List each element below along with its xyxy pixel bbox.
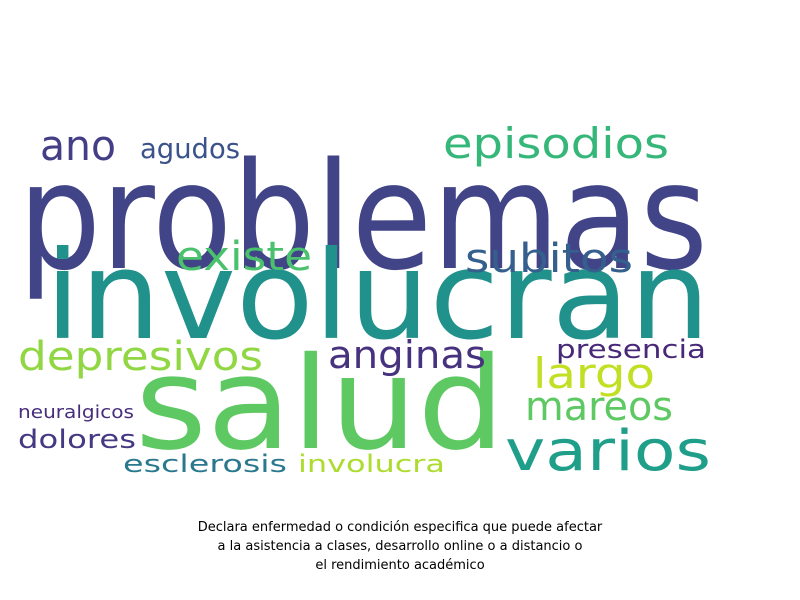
caption-line-3: el rendimiento académico [315,558,485,573]
caption: Declara enfermedad o condición especific… [0,518,800,575]
word-problemas: problemas [18,131,708,303]
word-largo: largo [533,349,655,398]
word-varios: varios [505,419,711,484]
caption-line-2: a la asistencia a clases, desarrollo onl… [217,539,583,554]
word-depresivos: depresivos [18,334,263,380]
word-presencia: presencia [556,335,706,365]
word-agudos: agudos [140,132,240,165]
word-mareos: mareos [525,384,673,430]
caption-line-1: Declara enfermedad o condición especific… [197,520,603,535]
word-episodios: episodios [443,119,669,168]
word-neuralgicos: neuralgicos [18,402,134,423]
word-ano: ano [40,121,116,170]
word-involucran: involucran [45,225,710,367]
word-existe: existe [176,234,312,280]
word-subitos: subitos [465,236,633,282]
word-anginas: anginas [328,333,486,377]
word-esclerosis: esclerosis [123,450,287,478]
word-involucra: involucra [298,450,445,478]
word-salud: salud [135,330,505,479]
word-dolores: dolores [18,425,136,455]
